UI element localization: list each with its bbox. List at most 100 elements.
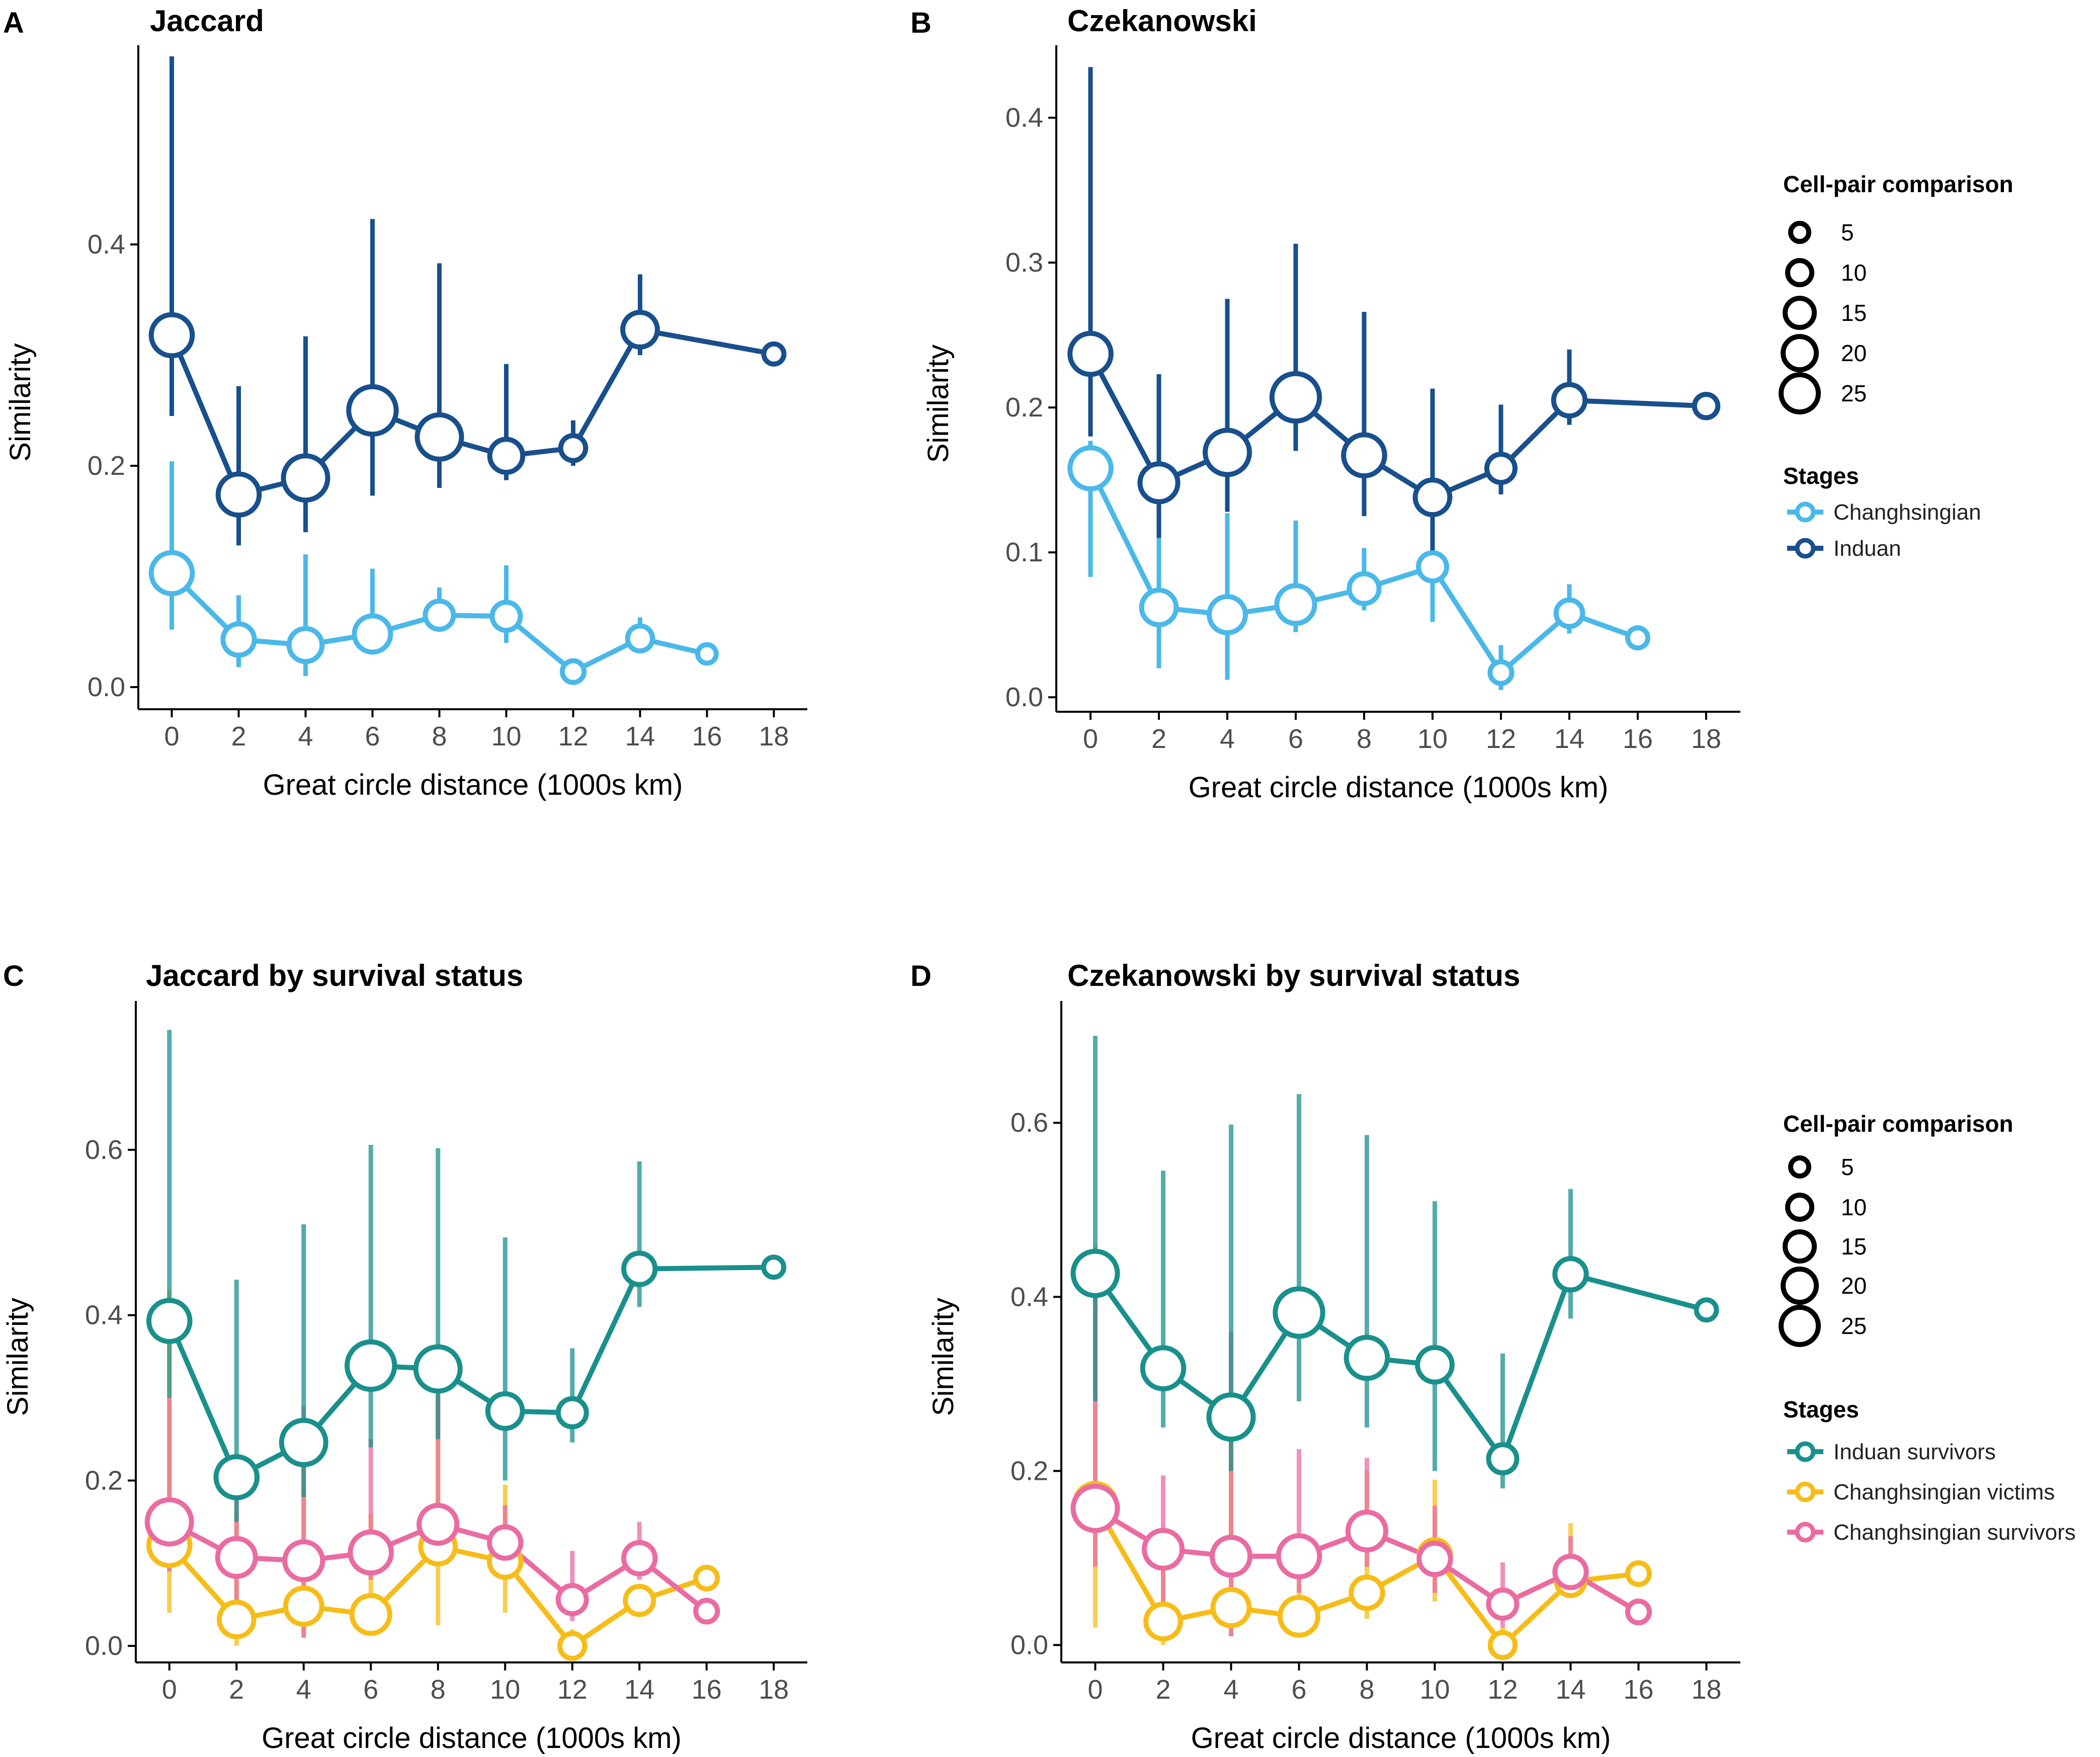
stage-legend-item-changhsingian-survivors: Changhsingian survivors xyxy=(1787,1520,2076,1545)
data-point xyxy=(1487,659,1515,686)
data-point xyxy=(1552,1256,1589,1293)
data-point xyxy=(485,1391,525,1431)
x-tick-label: 16 xyxy=(1623,1675,1653,1705)
x-tick-label: 16 xyxy=(1623,724,1653,754)
data-point xyxy=(1277,1595,1321,1638)
x-tick-label: 14 xyxy=(1555,1675,1585,1705)
size-legend-circle xyxy=(1788,221,1811,244)
panel-a: A Jaccard 0 2 4 6 8 10 12 14 16 18 0.0 0.2 0.4 Great … xyxy=(3,4,807,801)
y-tick-label: 0.3 xyxy=(1005,247,1043,278)
size-legend-label: 10 xyxy=(1841,1194,1867,1220)
data-point xyxy=(1070,1483,1120,1533)
panel-d-plot: 0 2 4 6 8 10 12 14 16 18 0.0 0.2 0.4 0.6 Great circle … xyxy=(927,1001,1740,1754)
x-tick-label: 8 xyxy=(1357,724,1372,754)
data-point xyxy=(416,1502,460,1546)
data-point xyxy=(1551,382,1588,419)
data-point xyxy=(349,1593,392,1636)
legend-circle xyxy=(1795,1522,1816,1543)
y-axis-label: Similarity xyxy=(4,343,37,461)
x-tick-label: 6 xyxy=(1288,724,1303,754)
size-legend-key-10: 10 xyxy=(1785,1193,1867,1222)
panel-d: D Czekanowski by survival status 0 2 4 6 8 10… xyxy=(910,959,1740,1754)
series-line xyxy=(1093,1272,1707,1462)
y-axis-label: Similarity xyxy=(922,345,955,463)
data-point xyxy=(148,312,195,359)
size-legend-key-25: 25 xyxy=(1779,372,1867,414)
data-point xyxy=(1347,571,1382,606)
legend-circle xyxy=(1795,538,1816,559)
x-tick-label: 10 xyxy=(491,721,521,751)
panel-d-letter: D xyxy=(910,960,932,992)
x-tick-label: 10 xyxy=(1419,1675,1450,1705)
size-legend-circle xyxy=(1779,1305,1821,1347)
x-tick-label: 12 xyxy=(557,1675,587,1705)
data-point xyxy=(1140,1345,1187,1391)
data-point xyxy=(215,471,262,518)
data-point xyxy=(1143,1602,1183,1642)
panel-c-plot: 0 2 4 6 8 10 12 14 16 18 0.0 0.2 0.4 0.6 Great circle … xyxy=(2,1001,807,1754)
stage-legend-title: Stages xyxy=(1783,463,1859,489)
x-tick-label: 12 xyxy=(1487,1675,1518,1705)
size-legend-label: 10 xyxy=(1841,260,1867,286)
data-point xyxy=(1412,477,1453,518)
data-point xyxy=(558,433,589,463)
data-point xyxy=(1207,594,1248,636)
data-point xyxy=(1209,1535,1253,1578)
size-legend-label: 5 xyxy=(1841,1154,1854,1180)
size-legend-key-20: 20 xyxy=(1781,334,1867,372)
data-point xyxy=(423,599,456,632)
panel-b-plot: 0 2 4 6 8 10 12 14 16 18 0.0 0.1 0.2 0.3 0.4 Great circ… xyxy=(922,45,1740,804)
data-point xyxy=(1416,1540,1453,1577)
panel-b-letter: B xyxy=(910,7,932,39)
y-tick-label: 0.2 xyxy=(88,451,125,481)
x-tick-label: 12 xyxy=(1486,724,1516,754)
x-tick-label: 10 xyxy=(490,1675,520,1705)
size-legend-label: 15 xyxy=(1841,1233,1867,1260)
data-point xyxy=(1345,1510,1389,1553)
data-point xyxy=(1276,1533,1322,1579)
size-legend-key-25: 25 xyxy=(1779,1305,1867,1347)
y-tick-label: 0.6 xyxy=(85,1135,123,1165)
size-legend-key-10: 10 xyxy=(1785,258,1867,287)
legend-bottom: Cell-pair comparison 5 10 15 20 25 Stage… xyxy=(1779,1111,2076,1545)
panel-d-title: Czekanowski by survival status xyxy=(1067,959,1520,992)
data-point xyxy=(621,1540,658,1577)
data-point xyxy=(283,1585,324,1627)
x-tick-label: 14 xyxy=(1554,724,1584,754)
panel-a-plot: 0 2 4 6 8 10 12 14 16 18 0.0 0.2 0.4 Great circle dis… xyxy=(4,45,807,801)
data-point xyxy=(286,626,325,664)
x-tick-label: 0 xyxy=(1087,1675,1103,1705)
y-tick-label: 0.4 xyxy=(1011,1282,1048,1312)
size-legend-title: Cell-pair comparison xyxy=(1783,171,2013,197)
size-legend-circle xyxy=(1781,334,1819,372)
legend-label: Induan survivors xyxy=(1833,1440,1996,1464)
x-tick-label: 8 xyxy=(432,721,447,751)
data-point xyxy=(1416,550,1449,583)
x-tick-label: 14 xyxy=(625,721,655,751)
y-axis-label: Similarity xyxy=(2,1298,34,1416)
x-tick-label: 0 xyxy=(162,1675,177,1705)
legend-circle xyxy=(1795,1441,1816,1462)
data-point xyxy=(1269,371,1322,424)
data-point xyxy=(693,1564,720,1592)
x-tick-label: 14 xyxy=(624,1675,654,1705)
legend-label: Changhsingian survivors xyxy=(1833,1520,2076,1545)
data-point xyxy=(695,642,719,666)
data-point xyxy=(348,1529,394,1576)
panel-c-letter: C xyxy=(3,960,24,992)
stage-legend-item-changhsingian: Changhsingian xyxy=(1787,500,1981,525)
x-tick-label: 8 xyxy=(1359,1675,1374,1705)
x-tick-label: 6 xyxy=(363,1675,378,1705)
size-legend-key-15: 15 xyxy=(1783,1229,1867,1264)
data-point xyxy=(414,412,464,462)
y-tick-label: 0.2 xyxy=(1005,392,1043,423)
panel-a-letter: A xyxy=(3,7,24,39)
stage-legend-item-changhsingian-victims: Changhsingian victims xyxy=(1787,1480,2055,1504)
size-legend-circle xyxy=(1785,258,1814,287)
legend-top: Cell-pair comparison 5 10 15 20 25 Stage… xyxy=(1779,171,2013,561)
panel-c-title: Jaccard by survival status xyxy=(146,959,523,992)
legend-label: Changhsingian xyxy=(1833,500,1981,525)
size-legend-label: 5 xyxy=(1841,219,1854,245)
data-point xyxy=(1486,1442,1520,1476)
y-tick-label: 0.4 xyxy=(88,229,125,260)
